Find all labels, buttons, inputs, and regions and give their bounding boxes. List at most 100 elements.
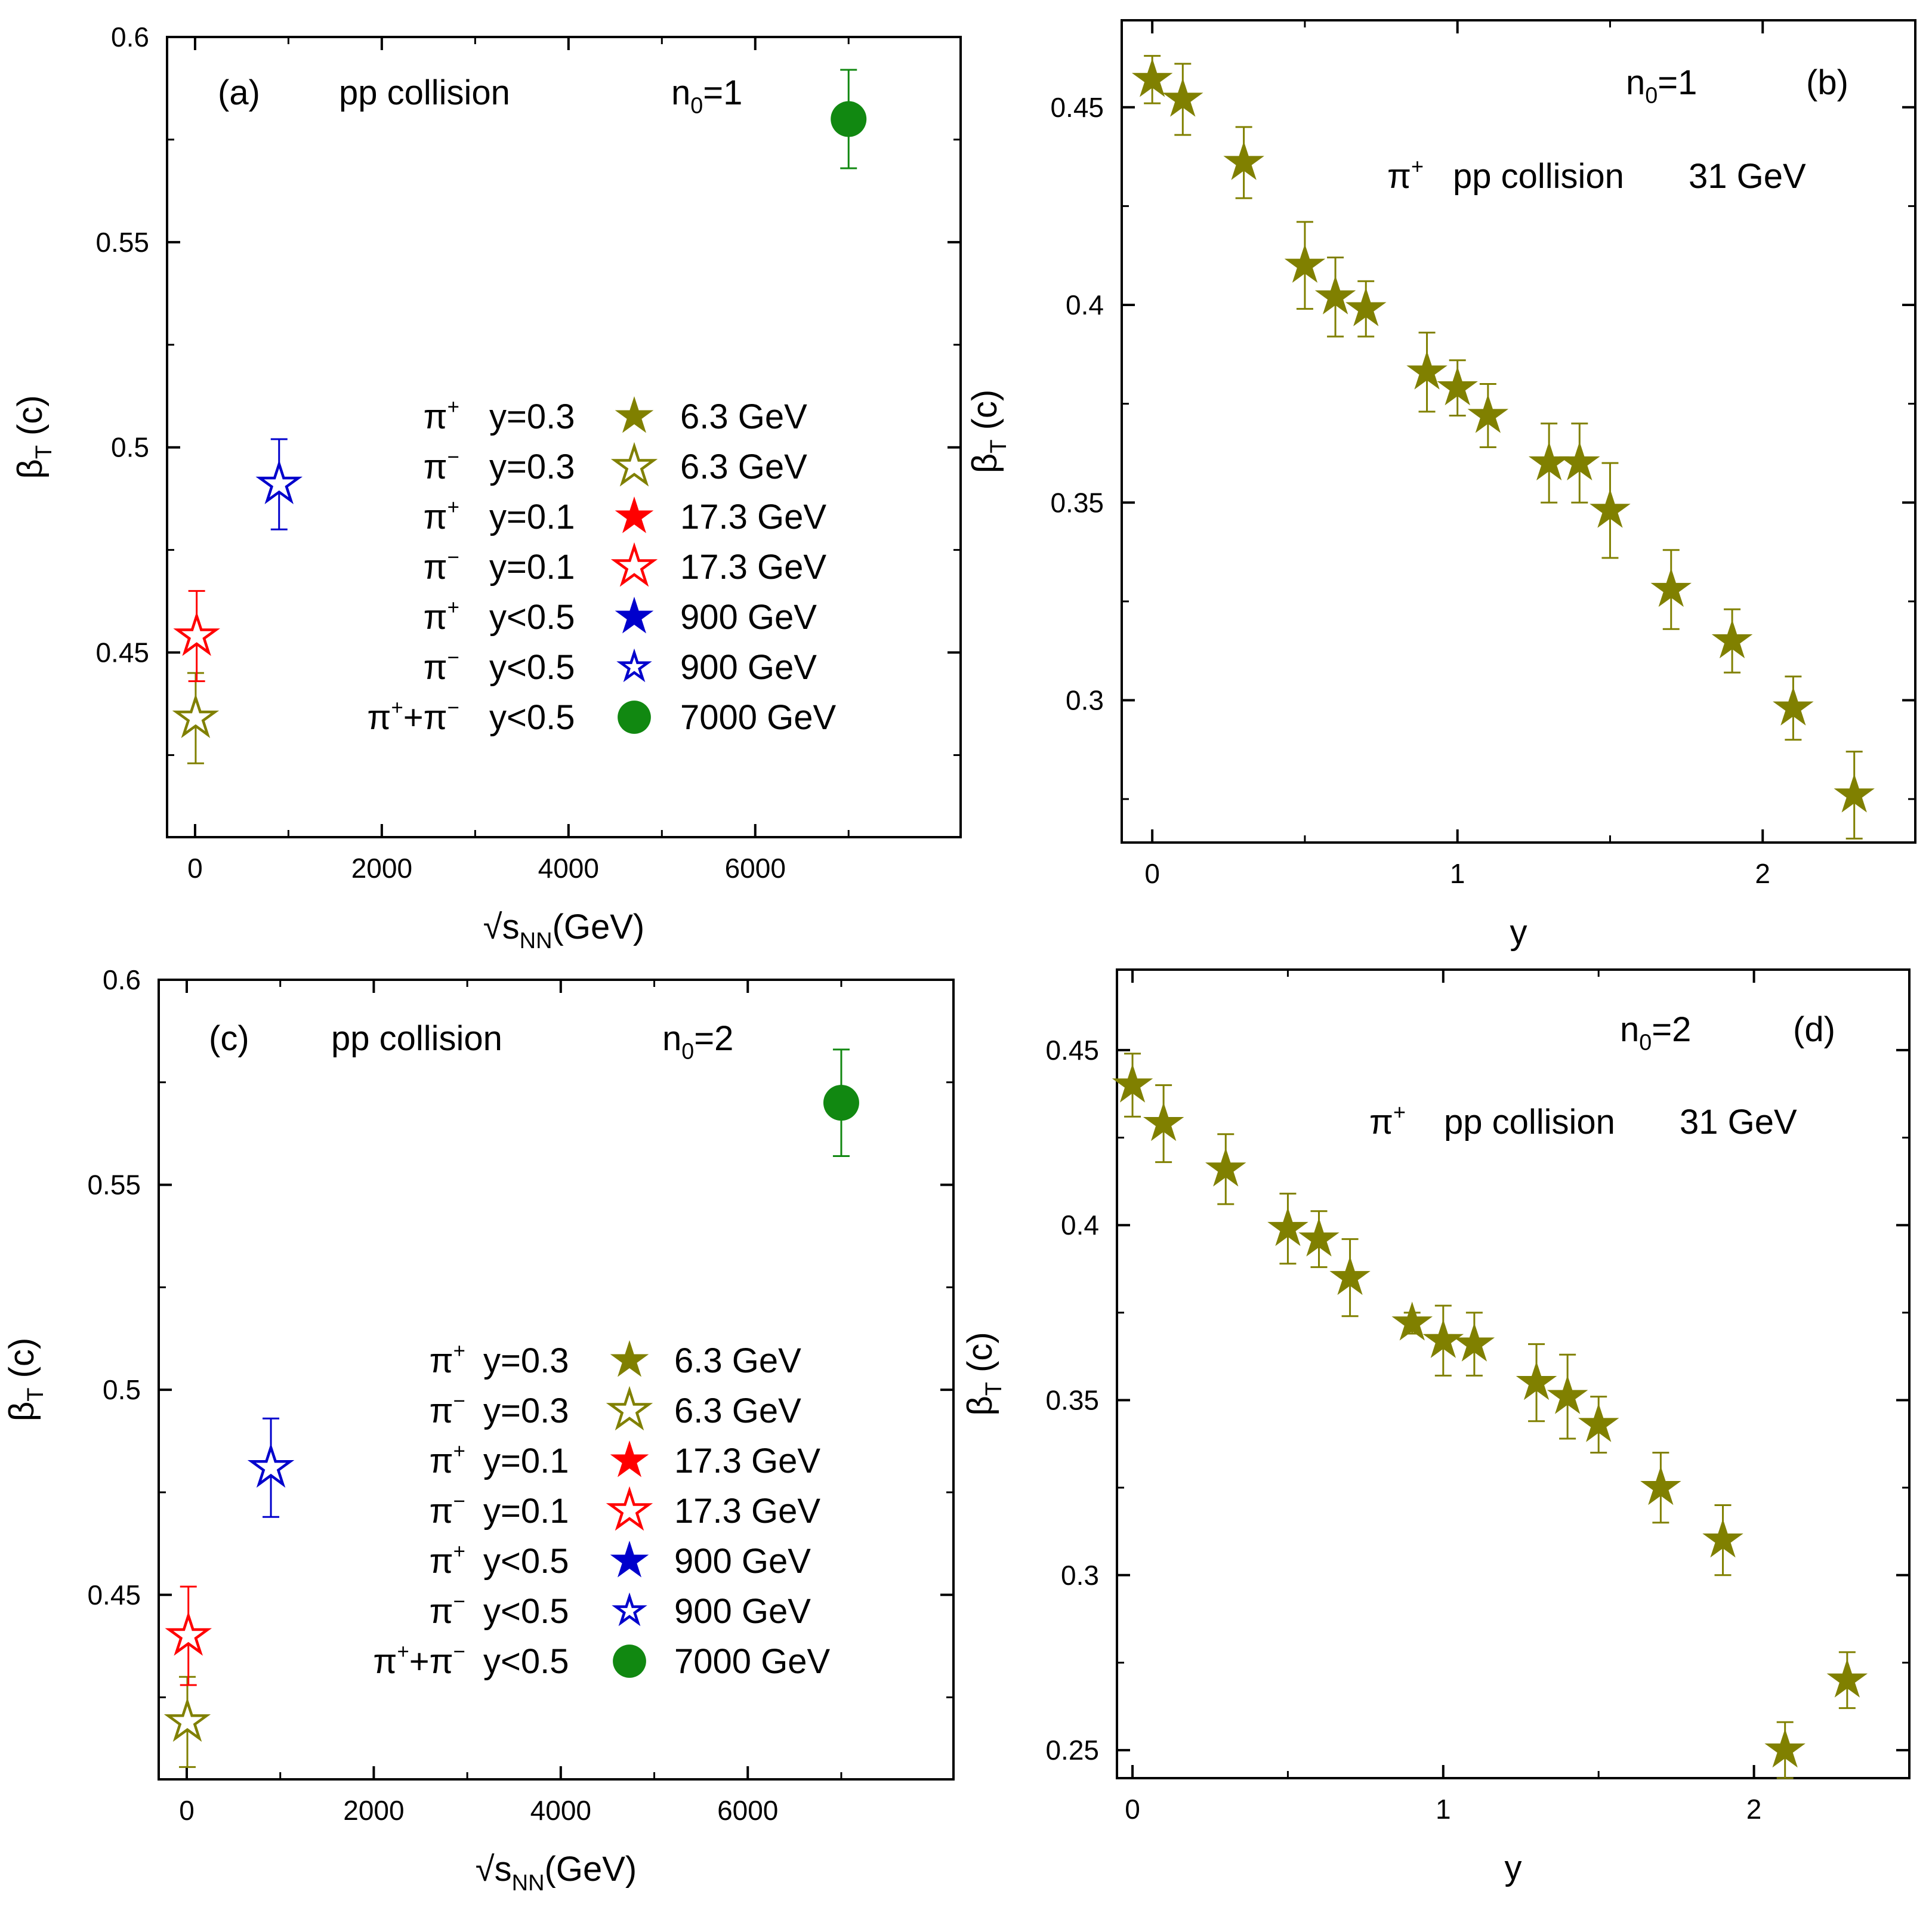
legend-particle: π+​	[430, 1540, 465, 1581]
legend-rapidity: y=0.3	[489, 397, 575, 436]
legend-rapidity: y<0.5	[483, 1642, 569, 1681]
particle-label: π+	[1387, 154, 1424, 196]
data-point	[831, 101, 867, 137]
panel-label: (a)	[218, 73, 260, 112]
data-point	[1711, 619, 1753, 659]
legend-particle: π+​+π−​	[367, 696, 459, 737]
data-point	[255, 459, 303, 504]
x-tick-label: 0	[1144, 858, 1160, 889]
legend-energy: 900 GeV	[674, 1592, 811, 1631]
data-point	[1528, 442, 1570, 481]
y-tick-label: 0.45	[87, 1579, 141, 1610]
legend-marker	[610, 1541, 649, 1578]
x-axis-label: y	[1510, 913, 1527, 952]
legend-energy: 6.3 GeV	[680, 397, 807, 436]
legend-marker	[610, 1340, 649, 1377]
y-tick-label: 0.45	[1045, 1035, 1099, 1066]
data-point	[1391, 1301, 1433, 1341]
data-point	[1162, 78, 1203, 117]
y-axis-label: βT (c)	[961, 1332, 1007, 1415]
legend-particle: π+​	[430, 1340, 465, 1380]
legend-marker	[615, 396, 654, 433]
x-tick-label: 2000	[351, 853, 412, 884]
data-point	[165, 1611, 212, 1656]
system-label: pp collision	[1444, 1103, 1615, 1141]
system-label: pp collision	[1453, 157, 1624, 196]
legend-rapidity: y=0.3	[483, 1341, 569, 1380]
data-point	[163, 1697, 211, 1742]
energy-label: 31 GeV	[1680, 1103, 1797, 1141]
y-tick-label: 0.35	[1050, 487, 1104, 518]
data-point	[1467, 394, 1509, 433]
energy-label: 31 GeV	[1689, 157, 1806, 196]
y-tick-label: 0.55	[87, 1170, 141, 1201]
y-axis-label: βT (c)	[965, 390, 1011, 473]
x-tick-label: 1	[1450, 858, 1465, 889]
legend-rapidity: y=0.1	[489, 548, 575, 587]
legend-rapidity: y=0.1	[483, 1442, 569, 1480]
data-point	[173, 611, 220, 656]
legend-energy: 6.3 GeV	[680, 448, 807, 486]
legend-marker	[613, 1644, 646, 1678]
legend-particle: π+​	[424, 596, 459, 637]
x-axis-label: y	[1505, 1849, 1522, 1887]
panel-a: 0 2000 4000 6000 0.45 0.5 0.55 0.6 √sNN(GeV) βT (…	[11, 21, 962, 954]
n0-label: n0=1	[1626, 63, 1697, 108]
legend-rapidity: y<0.5	[489, 648, 575, 687]
legend-energy: 900 GeV	[680, 648, 817, 687]
x-axis-label: √sNN(GeV)	[483, 908, 644, 954]
legend-marker	[618, 701, 651, 734]
legend-rapidity: y<0.5	[489, 598, 575, 637]
legend-marker	[610, 442, 658, 487]
legend-marker	[610, 1440, 649, 1477]
data-point	[1284, 243, 1326, 283]
legend-energy: 7000 GeV	[680, 698, 837, 737]
data-point	[1267, 1207, 1308, 1246]
data-point	[1834, 773, 1875, 813]
y-tick-label: 0.3	[1061, 1560, 1099, 1591]
data-point	[1559, 442, 1600, 481]
y-tick-label: 0.4	[1061, 1209, 1099, 1241]
data-point	[247, 1443, 295, 1488]
legend-energy: 900 GeV	[674, 1542, 811, 1581]
data-point	[1650, 568, 1692, 607]
legend-particle: π+​+π−​	[373, 1640, 465, 1681]
legend-particle: π+​	[424, 396, 459, 436]
data-point	[1826, 1658, 1868, 1698]
data-point	[1773, 686, 1814, 726]
legend-energy: 17.3 GeV	[674, 1492, 820, 1531]
legend-rapidity: y=0.1	[483, 1492, 569, 1531]
legend-energy: 900 GeV	[680, 598, 817, 637]
panel-label: (d)	[1793, 1010, 1835, 1049]
legend-energy: 7000 GeV	[674, 1642, 831, 1681]
data-point	[1298, 1217, 1340, 1257]
legend-rapidity: y=0.1	[489, 498, 575, 536]
data-point	[172, 693, 220, 738]
y-tick-label: 0.35	[1045, 1384, 1099, 1415]
legend-energy: 6.3 GeV	[674, 1391, 801, 1430]
plot-frame	[158, 979, 955, 1781]
plot-frame	[1121, 19, 1916, 844]
legend-rapidity: y=0.3	[489, 448, 575, 486]
data-point	[1453, 1322, 1495, 1362]
y-tick-label: 0.6	[111, 21, 149, 53]
legend-particle: π−​	[430, 1390, 465, 1430]
n0-label: n0=1	[671, 73, 742, 118]
x-tick-label: 0	[1125, 1794, 1140, 1825]
legend-marker	[606, 1386, 653, 1431]
n0-label: n0=2	[662, 1019, 733, 1064]
legend-marker	[616, 648, 652, 683]
data-point	[1406, 350, 1448, 390]
data-point	[1702, 1519, 1743, 1558]
data-point	[1131, 58, 1173, 97]
legend-marker	[615, 496, 654, 533]
legend-particle: π−​	[424, 646, 459, 687]
legend-marker	[606, 1486, 653, 1531]
x-tick-label: 6000	[717, 1795, 778, 1826]
y-tick-label: 0.45	[95, 637, 149, 668]
x-tick-label: 0	[187, 853, 203, 884]
plot-frame	[166, 36, 962, 838]
y-axis-label: βT (c)	[11, 395, 57, 479]
legend-particle: π−​	[424, 546, 459, 587]
panel-label: (c)	[209, 1019, 249, 1058]
